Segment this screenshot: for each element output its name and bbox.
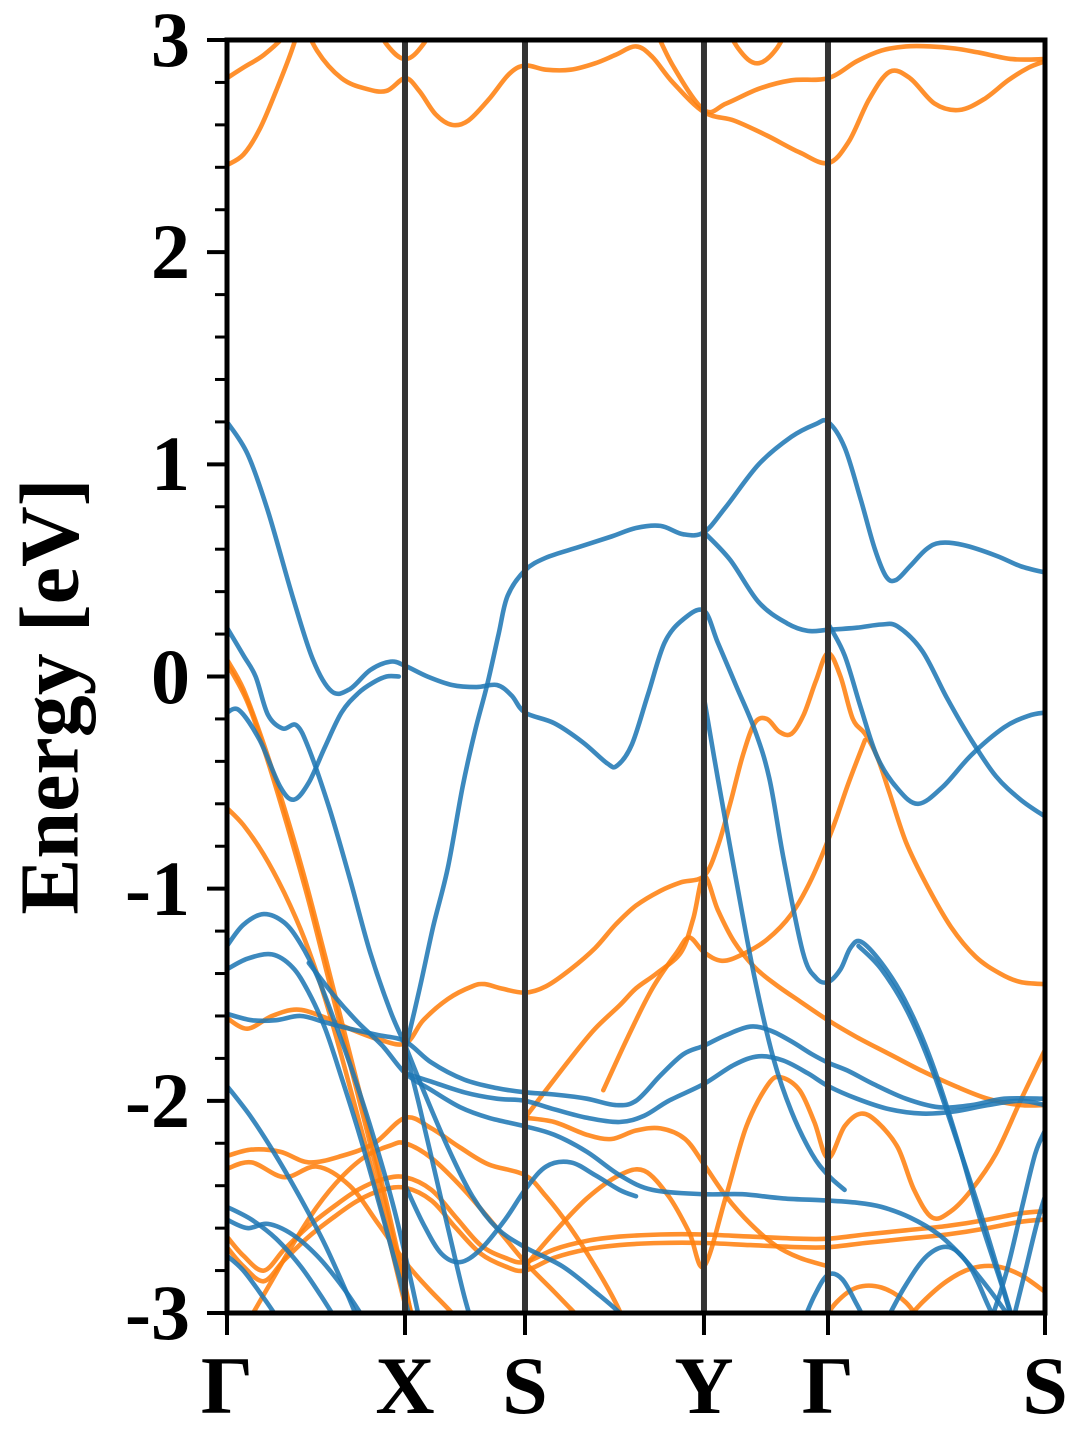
kpoint-label-5: S [1022, 1340, 1068, 1431]
y-tick-label: -1 [125, 844, 190, 932]
band-line-blue-band-23 [701, 695, 847, 1193]
band-line-orange-band-18 [227, 1159, 456, 1313]
band-line-blue-band-5 [701, 529, 1045, 819]
kpoint-label-2: S [502, 1340, 548, 1431]
band-line-blue-band-21 [1012, 1194, 1045, 1313]
band-line-blue-band-9 [227, 951, 412, 1313]
kpoint-label-1: X [375, 1340, 435, 1431]
kpoint-label-3: Y [674, 1340, 734, 1431]
band-line-blue-band-10 [227, 1011, 1045, 1110]
band-line-orange-band-11 [522, 873, 1045, 1121]
band-line-orange-band-6 [657, 40, 1045, 115]
band-line-orange-band-3 [308, 40, 1045, 166]
band-line-orange-band-17 [522, 1115, 831, 1269]
band-line-orange-band-1 [227, 40, 284, 81]
y-tick-label: 0 [151, 632, 190, 720]
plot-frame [224, 37, 1048, 1316]
band-line-orange-band-9 [227, 805, 410, 1313]
band-line-blue-band-18 [856, 943, 1014, 1313]
kpoint-label-4: Γ [801, 1340, 855, 1431]
band-line-blue-band-1 [227, 419, 1013, 1313]
band-line-blue-band-13 [227, 1083, 358, 1313]
band-line-blue-band-11 [403, 1053, 1045, 1125]
band-line-blue-band-8 [227, 911, 421, 1313]
band-line-blue-band-14 [227, 1204, 335, 1313]
band-line-orange-band-21 [825, 1283, 918, 1313]
band-line-blue-band-4 [403, 1047, 472, 1313]
band-line-blue-band-3 [227, 625, 623, 1313]
y-tick-label: 3 [151, 0, 190, 83]
band-line-orange-band-15 [227, 1184, 1045, 1284]
band-line-orange-band-5 [730, 40, 785, 66]
y-tick-label: 1 [151, 420, 190, 508]
band-line-blue-band-20 [991, 1128, 1045, 1313]
band-line-blue-band-19 [887, 1244, 995, 1313]
band-line-blue-band-6 [825, 621, 1045, 807]
band-line-orange-band-2 [227, 40, 298, 168]
band-line-blue-band-17 [804, 1271, 864, 1313]
band-line-orange-band-13 [522, 1047, 1045, 1270]
band-line-blue-band-16 [403, 1159, 639, 1265]
y-tick-label: -2 [125, 1056, 190, 1144]
kpoint-label-0: Γ [200, 1340, 254, 1431]
band-line-blue-band-22 [227, 1253, 277, 1313]
y-tick-label: 2 [151, 208, 190, 296]
band-line-blue-band-7 [227, 673, 402, 802]
y-tick-label: -3 [125, 1269, 190, 1356]
band-line-blue-band-2 [403, 417, 1045, 1053]
